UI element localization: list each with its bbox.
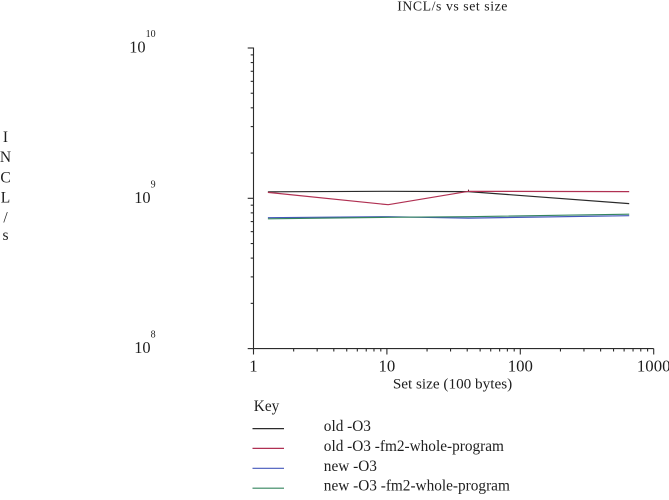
- svg-text:old -O3: old -O3: [324, 418, 372, 435]
- svg-text:N: N: [0, 149, 11, 166]
- svg-text:I: I: [3, 129, 8, 146]
- svg-text:Set size (100 bytes): Set size (100 bytes): [393, 376, 512, 393]
- svg-text:new -O3: new -O3: [324, 458, 377, 475]
- svg-text:100: 100: [508, 357, 533, 376]
- svg-text:INCL/s vs set size: INCL/s vs set size: [397, 0, 508, 13]
- svg-text:1: 1: [249, 357, 257, 376]
- svg-text:s: s: [2, 227, 8, 244]
- svg-text:L: L: [1, 190, 10, 207]
- svg-text:1000: 1000: [637, 357, 669, 376]
- svg-text:old -O3 -fm2-whole-program: old -O3 -fm2-whole-program: [324, 438, 504, 455]
- svg-text:/: /: [3, 210, 8, 227]
- svg-text:C: C: [0, 169, 10, 186]
- svg-text:Key: Key: [254, 398, 280, 415]
- svg-text:new -O3 -fm2-whole-program: new -O3 -fm2-whole-program: [324, 478, 510, 495]
- svg-text:10: 10: [379, 357, 396, 376]
